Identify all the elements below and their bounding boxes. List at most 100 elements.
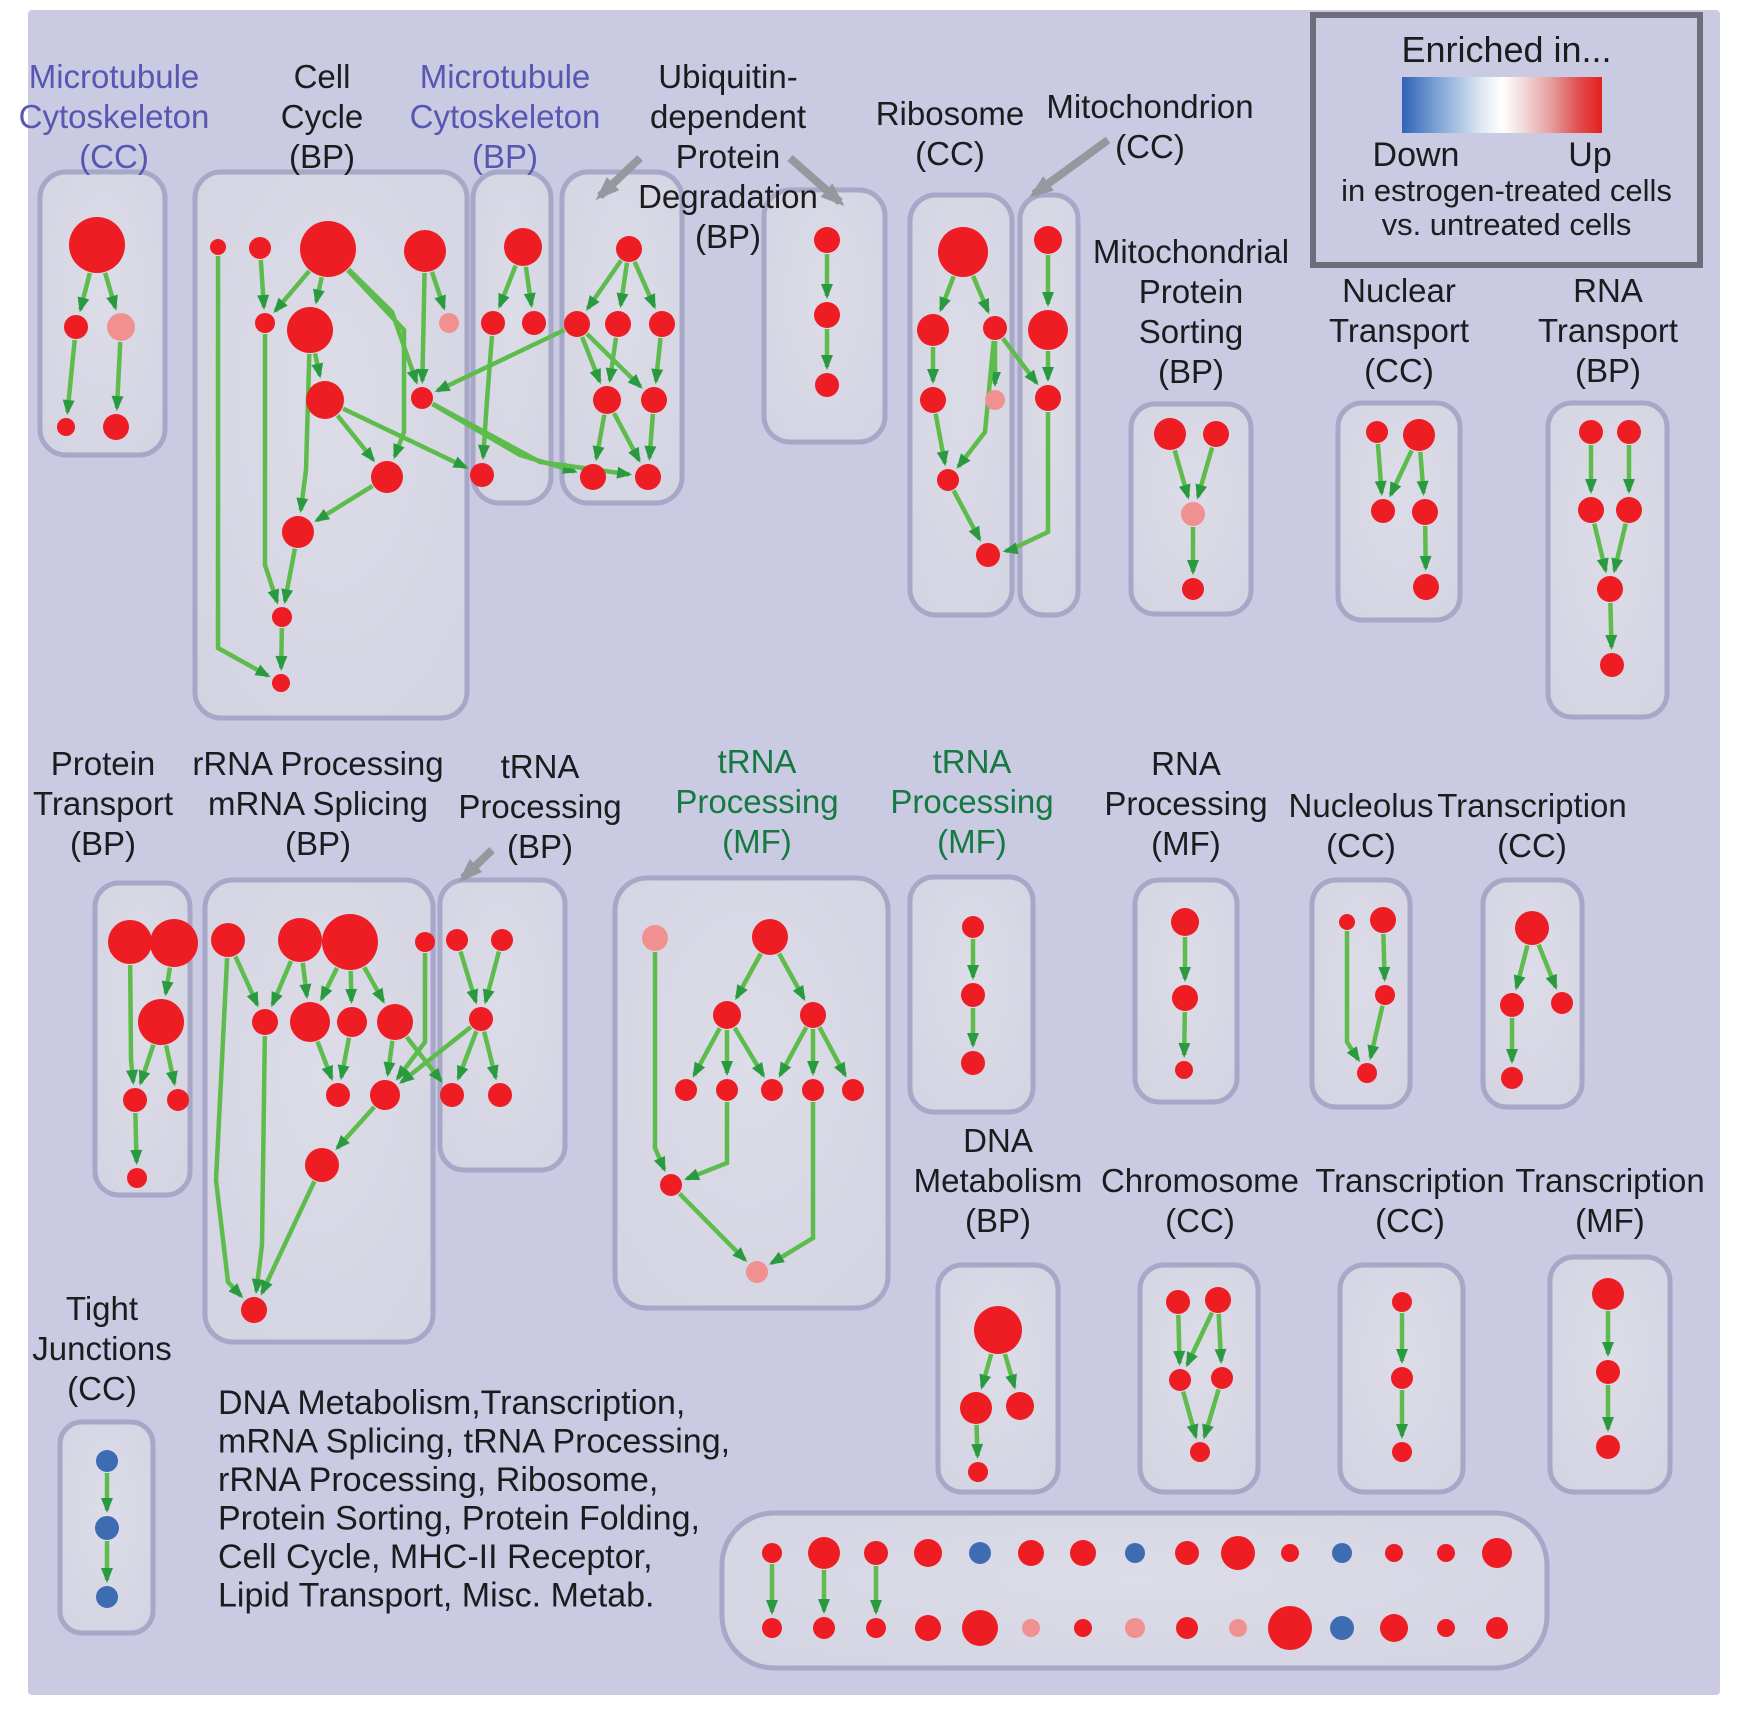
go-term-node-nt1 — [1366, 421, 1388, 443]
go-term-node-mt5 — [103, 414, 129, 440]
go-term-node-dm1 — [974, 1306, 1022, 1354]
edge-rb_t-rb_mr — [971, 275, 991, 315]
go-term-node-tm_b5 — [842, 1079, 864, 1101]
go-term-node-tm_b3 — [761, 1079, 783, 1101]
legend-gradient-bar — [1402, 77, 1602, 133]
go-term-node-lbb5 — [962, 1610, 998, 1646]
cluster-label-line: (BP) — [285, 825, 351, 862]
go-term-node-lbt15 — [1482, 1538, 1512, 1568]
legend-down-label: Down — [1373, 136, 1460, 174]
go-term-node-tm_bp — [746, 1261, 768, 1283]
edge-mt3-mt5 — [111, 341, 124, 412]
cluster-label-line: (CC) — [79, 138, 149, 175]
edge-nt4-nt5 — [1419, 525, 1432, 572]
go-term-node-mt2 — [64, 315, 88, 339]
edge-dm1-dm2 — [979, 1353, 994, 1390]
edge-rr_t2-rr_m2 — [299, 962, 312, 1000]
edge-cc_t4-cc_pk — [429, 271, 447, 311]
edge-rp2-rp3 — [1178, 1011, 1191, 1059]
edge-nt2-nt4 — [1416, 451, 1429, 497]
go-term-node-cc_t2 — [249, 237, 271, 259]
go-term-node-nt3 — [1371, 499, 1395, 523]
go-term-node-rb_lo — [937, 469, 959, 491]
annotation-arrow-2 — [787, 154, 845, 206]
edge-rr_t3-rr_m3 — [345, 970, 358, 1005]
edge-ub_t-ub_m1 — [585, 259, 623, 311]
go-term-node-rr_l1 — [326, 1083, 350, 1107]
edge-nc2-nc3 — [1378, 933, 1391, 983]
go-term-node-lbb14 — [1437, 1619, 1455, 1637]
edge-rt3-rt5 — [1592, 523, 1609, 574]
go-term-node-rr_l2 — [370, 1080, 400, 1110]
go-term-node-tm_b1 — [675, 1079, 697, 1101]
go-term-node-nt5 — [1413, 574, 1439, 600]
cluster-label-line: tRNA — [501, 748, 580, 785]
go-term-node-tcc2_2 — [1391, 1367, 1413, 1389]
legend-up-label: Up — [1568, 136, 1611, 174]
edge-ub_m3-ub_l2 — [651, 337, 664, 385]
cluster-label-line: (CC) — [67, 1370, 137, 1407]
cluster-label-transcription-cc-mid: Transcription (CC) — [1437, 787, 1627, 864]
go-term-node-lbb4 — [915, 1615, 941, 1641]
edge-ch_m1-ch_b — [1181, 1390, 1199, 1440]
go-term-node-rb_pk — [985, 390, 1005, 410]
edge-cc_t4-cc_m2 — [416, 272, 429, 385]
go-term-node-cc_m4 — [282, 516, 314, 548]
go-term-node-rb_ml — [917, 314, 949, 346]
go-term-node-rt2 — [1617, 420, 1641, 444]
go-term-node-ts1 — [962, 916, 984, 938]
edge-rr_t4-rr_l2 — [395, 953, 428, 1081]
edge-rr_t2-rr_m1 — [270, 960, 294, 1008]
go-term-node-lbb10 — [1229, 1619, 1247, 1637]
go-term-node-ch_t1 — [1166, 1290, 1190, 1314]
cluster-label-transcription-mf: Transcription (MF) — [1515, 1162, 1705, 1239]
edge-ub_l2-ub_b2 — [644, 413, 657, 462]
go-term-node-trb_t2 — [491, 929, 513, 951]
go-term-node-ch_t2 — [1205, 1287, 1231, 1313]
cluster-label-ubiquitin: Ubiquitin-dependent Protein Degradation (BP… — [638, 58, 818, 255]
go-term-node-lbt10 — [1221, 1536, 1255, 1570]
edge-rr_b1-rr_b2 — [260, 1180, 317, 1296]
cluster-label-line: Ribosome — [876, 95, 1025, 132]
go-term-node-lbt6 — [1018, 1540, 1044, 1566]
cluster-label-line: Sorting — [1139, 313, 1244, 350]
cluster-label-line: Nuclear — [1342, 272, 1456, 309]
go-term-node-lbb13 — [1380, 1614, 1408, 1642]
caption-line-6: Lipid Transport, Misc. Metab. — [218, 1577, 655, 1615]
cluster-label-trna-bp: tRNA Processing (BP) — [458, 748, 621, 865]
edge-rr_m4-trb_b1 — [404, 1035, 443, 1084]
edge-rr_m3-rr_l1 — [337, 1037, 352, 1081]
cluster-label-line: Protein — [51, 745, 156, 782]
cluster-label-line: Transport — [1538, 312, 1678, 349]
cluster-label-line: (BP) — [507, 828, 573, 865]
go-term-node-nc3 — [1375, 985, 1395, 1005]
cluster-label-line: Nucleolus — [1289, 787, 1434, 824]
cluster-label-line: Transcription — [1515, 1162, 1705, 1199]
edge-ch_t1-ch_m1 — [1173, 1314, 1186, 1367]
go-term-node-tmf2_2 — [1596, 1360, 1620, 1384]
go-term-node-lbt11 — [1281, 1544, 1299, 1562]
go-term-node-lbt13 — [1385, 1544, 1403, 1562]
go-term-node-ub_m3 — [649, 311, 675, 337]
cluster-label-line: dependent — [650, 98, 806, 135]
go-term-node-tcc2_3 — [1392, 1442, 1412, 1462]
go-term-node-mito_t — [1034, 226, 1062, 254]
go-term-node-dm3 — [1006, 1392, 1034, 1420]
edge-mps2-mps3 — [1195, 446, 1215, 500]
edge-rb_t-rb_ml — [938, 275, 956, 313]
edge-ub_m1-ub_l1 — [580, 336, 602, 385]
cluster-label-line: Microtubule — [420, 58, 591, 95]
edge-tm_b2-tm_lo — [684, 1102, 730, 1181]
go-term-node-lbt8 — [1125, 1543, 1145, 1563]
go-term-node-lbb1 — [762, 1618, 782, 1638]
go-term-node-rr_m3 — [337, 1007, 367, 1037]
edge-mtbp_t-mtbp_r — [523, 266, 536, 309]
cluster-label-line: RNA — [1151, 745, 1221, 782]
go-term-node-mtbp_b — [470, 463, 494, 487]
go-term-node-rr_m1 — [252, 1009, 278, 1035]
legend-title: Enriched in... — [1401, 29, 1611, 70]
edge-ub_t-ub_m2 — [616, 262, 630, 309]
cluster-label-trna-mf-b: tRNA Processing (MF) — [890, 743, 1053, 860]
annotation-arrow-3 — [1029, 136, 1111, 198]
go-term-node-pt4 — [123, 1088, 147, 1112]
